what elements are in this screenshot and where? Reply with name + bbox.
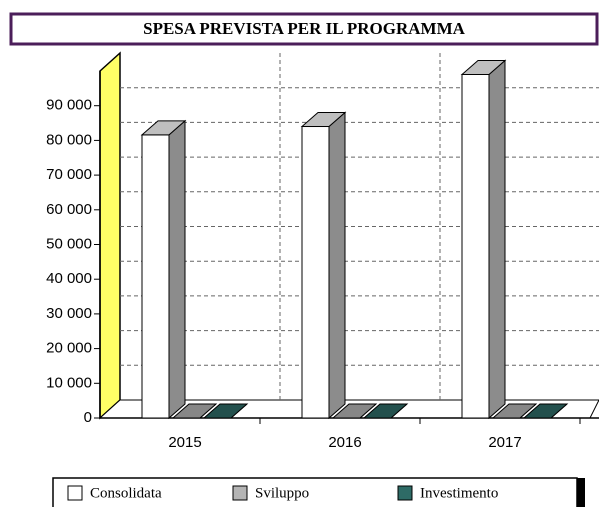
- bar-top: [171, 403, 218, 419]
- y-tick-label: 20 000: [46, 340, 92, 357]
- bar-front: [141, 134, 170, 419]
- legend-label: Investimento: [420, 485, 498, 501]
- plot-area: 0 10 000 20 000 30 000 40 000 50 000 60 000 70 …: [46, 51, 599, 451]
- side-wall: [99, 51, 121, 420]
- y-tick-label: 80 000: [46, 131, 92, 148]
- y-tick-label: 60 000: [46, 201, 92, 218]
- bar-top: [491, 403, 538, 419]
- x-tick-label: 2015: [168, 434, 201, 451]
- bar-side: [328, 111, 346, 420]
- y-tick-label: 50 000: [46, 235, 92, 252]
- legend-shadow: [577, 478, 585, 512]
- bar-top: [522, 403, 569, 419]
- bar-top: [300, 112, 347, 128]
- y-tick-label: 90 000: [46, 97, 92, 114]
- legend-label: Sviluppo: [255, 485, 309, 501]
- bar-side: [488, 59, 506, 420]
- bar-top: [460, 59, 507, 75]
- y-tick-label: 30 000: [46, 305, 92, 322]
- legend: Consolidata Sviluppo Investimento: [67, 485, 498, 501]
- title-box: [9, 12, 599, 46]
- bar-top: [331, 403, 378, 419]
- bar-front: [301, 126, 330, 419]
- chart-title: SPESA PREVISTA PER IL PROGRAMMA: [143, 19, 466, 38]
- bar-top: [140, 120, 187, 136]
- y-tick-label: 0: [84, 409, 92, 426]
- bar-top: [362, 403, 409, 419]
- legend-box: [52, 477, 578, 512]
- x-tick-label: 2017: [488, 434, 521, 451]
- legend-swatch: [397, 485, 413, 501]
- legend-swatch: [232, 485, 248, 501]
- bar-front: [461, 73, 490, 419]
- bar-side: [168, 119, 186, 420]
- y-tick-label: 40 000: [46, 270, 92, 287]
- y-tick-label: 70 000: [46, 166, 92, 183]
- y-tick-label: 10 000: [46, 374, 92, 391]
- bar-top: [202, 403, 249, 419]
- x-tick-label: 2016: [328, 434, 361, 451]
- legend-label: Consolidata: [90, 485, 162, 501]
- legend-swatch: [67, 485, 83, 501]
